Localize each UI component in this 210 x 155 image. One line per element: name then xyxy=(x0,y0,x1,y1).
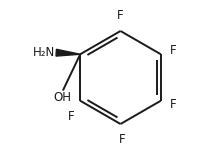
Text: H₂N: H₂N xyxy=(32,46,55,59)
Text: F: F xyxy=(117,9,124,22)
Text: F: F xyxy=(170,98,177,111)
Text: F: F xyxy=(119,133,125,146)
Text: F: F xyxy=(170,44,177,57)
Text: F: F xyxy=(68,110,74,123)
Polygon shape xyxy=(56,49,80,56)
Text: OH: OH xyxy=(53,91,71,104)
